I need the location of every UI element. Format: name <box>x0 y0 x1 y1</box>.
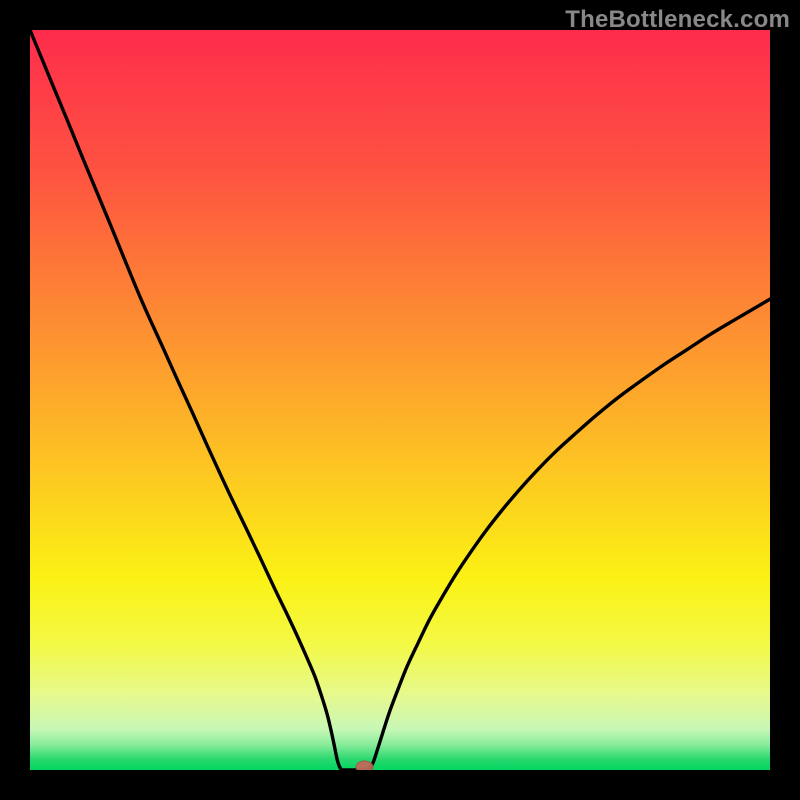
watermark-text: TheBottleneck.com <box>565 6 790 34</box>
plot-frame <box>30 30 770 770</box>
gradient-background <box>30 30 770 770</box>
optimal-marker <box>356 761 373 770</box>
chart-stage: TheBottleneck.com <box>0 0 800 800</box>
bottleneck-chart <box>30 30 770 770</box>
